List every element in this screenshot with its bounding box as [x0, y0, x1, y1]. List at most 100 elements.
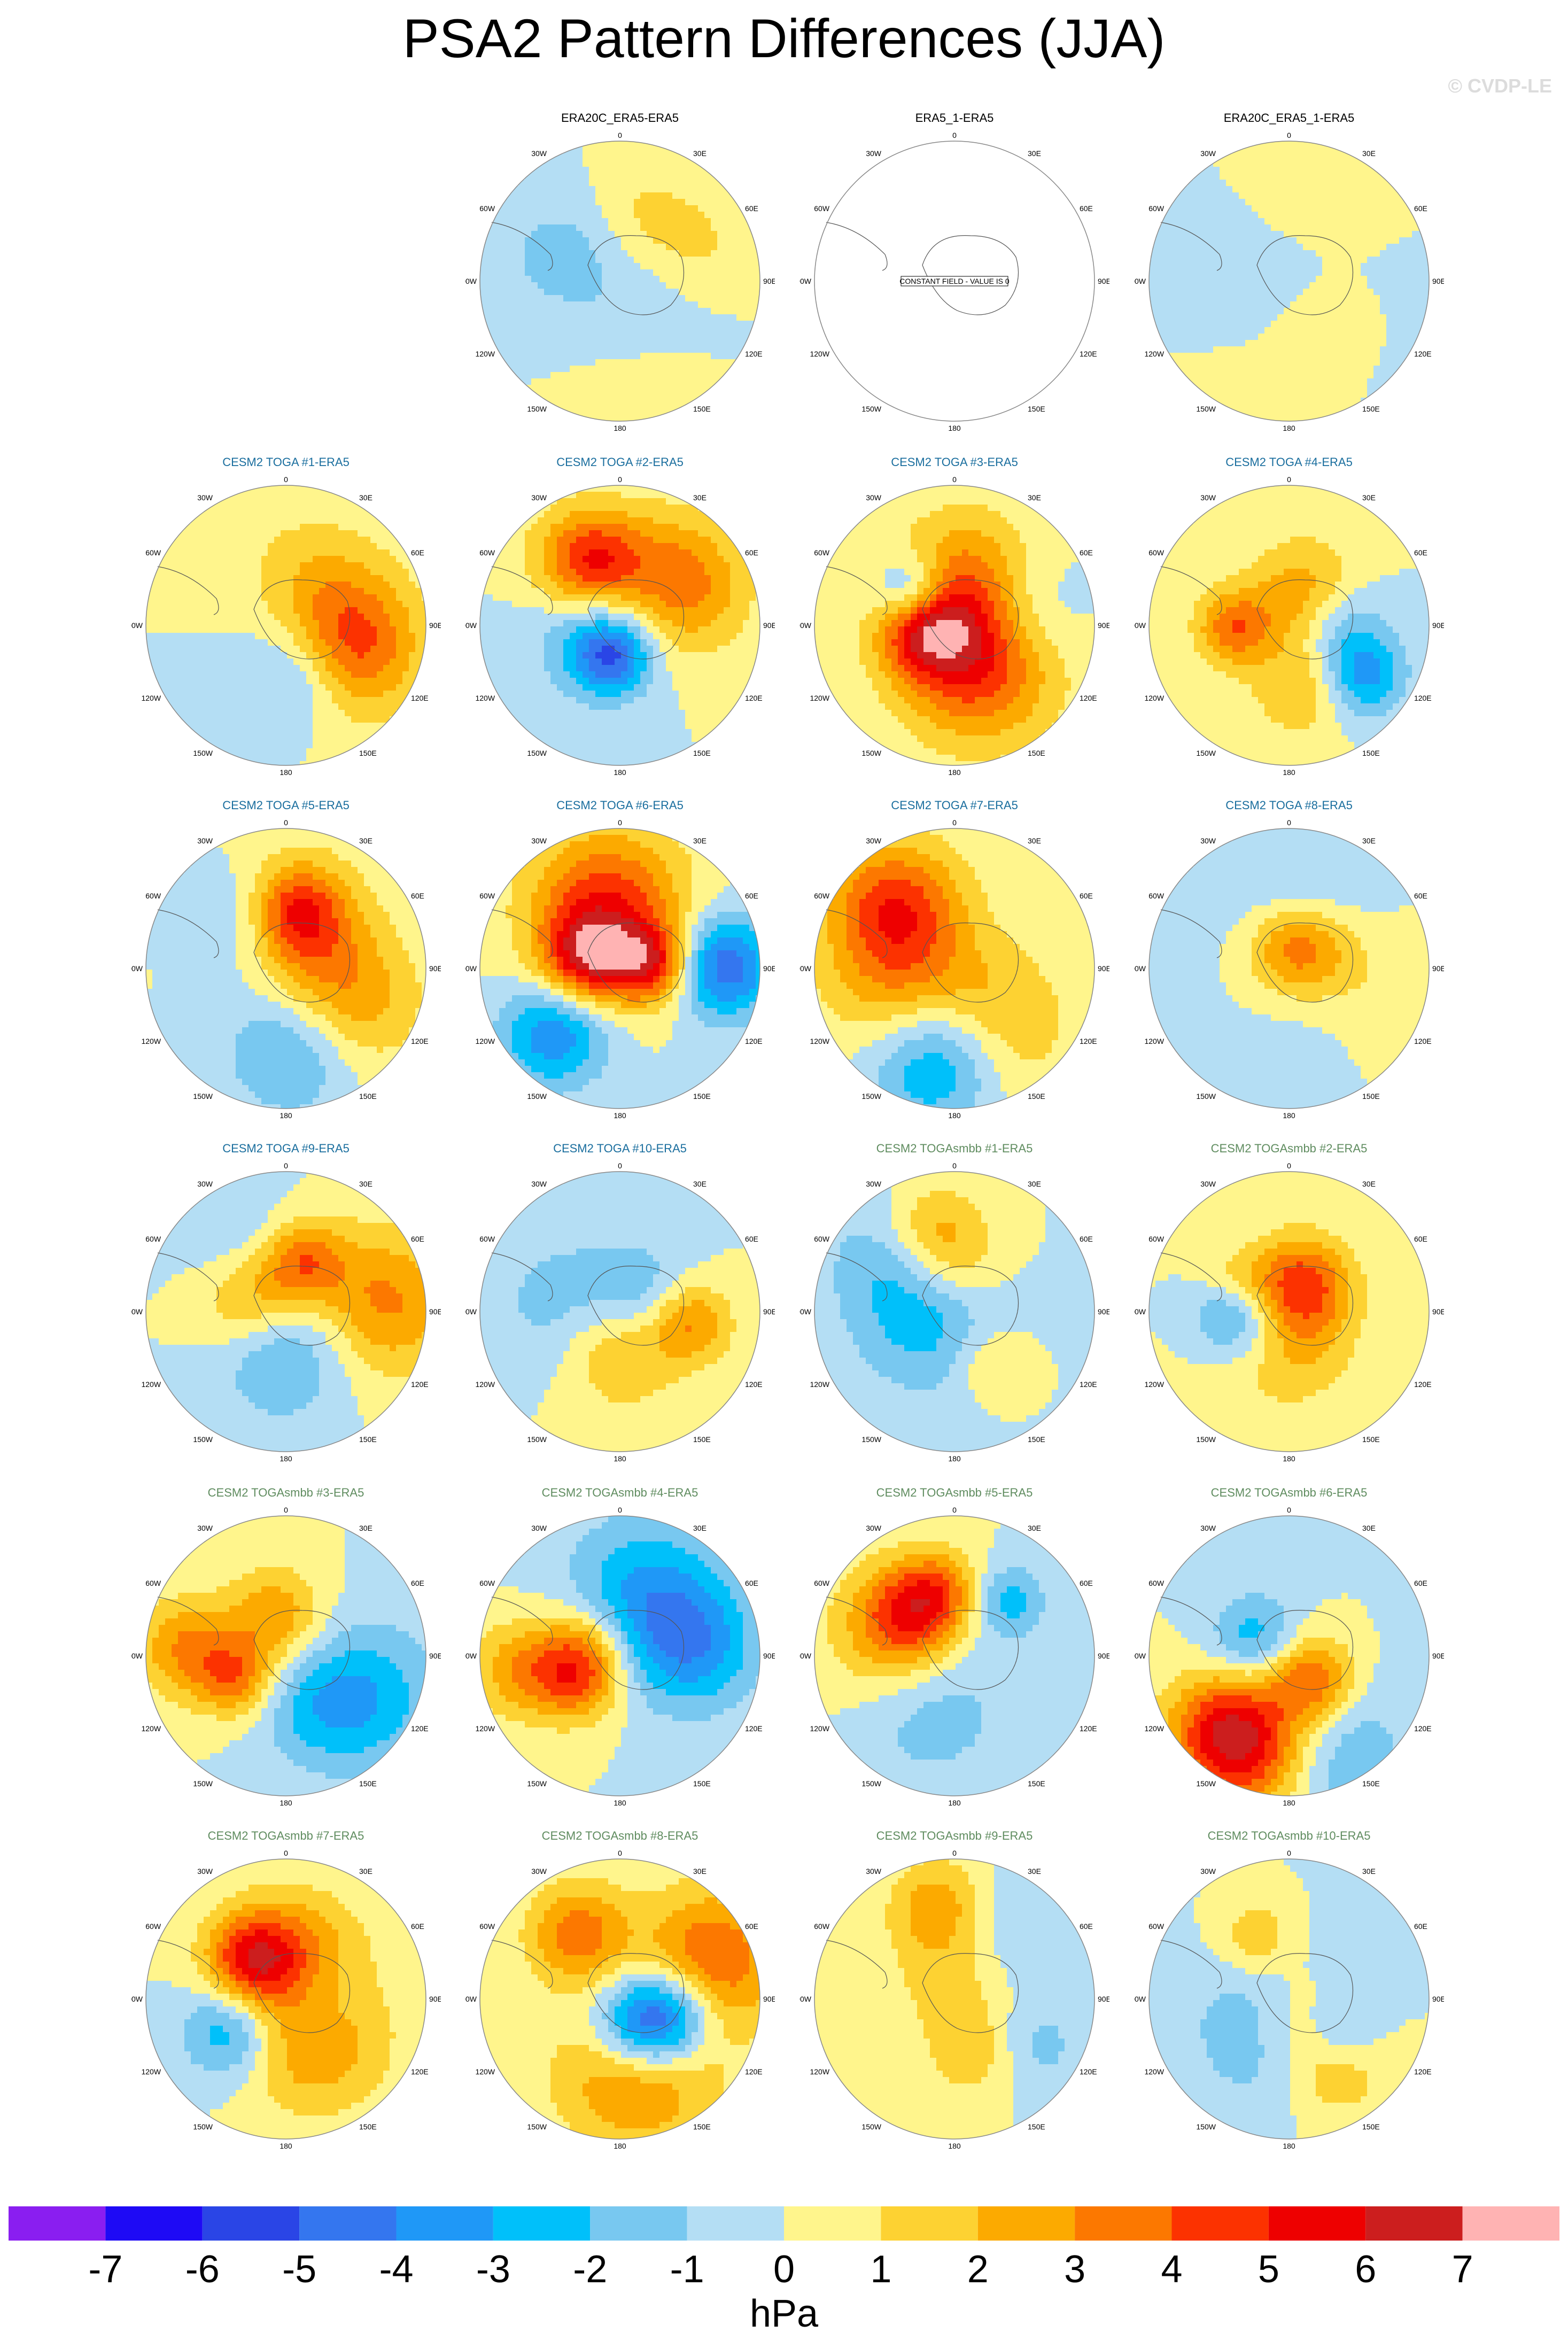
- south-america-outline: [157, 1940, 219, 1989]
- lon-label: 120E: [1414, 2067, 1432, 2076]
- lon-label: 60W: [145, 1235, 161, 1243]
- map-panel: CESM2 TOGA #4-ERA5 0 180 30W 30E 60W 60E 90W 90E…: [1134, 455, 1444, 787]
- colorbar-swatch: [299, 2206, 397, 2241]
- lon-label: 60E: [411, 548, 424, 557]
- lon-label-bottom: 180: [948, 1111, 961, 1120]
- lon-label: 60E: [1414, 892, 1427, 900]
- map-boundary: [479, 1515, 760, 1796]
- field-shading: [480, 1516, 760, 1796]
- lon-label: 150W: [861, 749, 881, 757]
- map-boundary: [479, 1858, 760, 2140]
- lon-label: 150E: [1362, 1779, 1380, 1788]
- south-america-outline: [157, 1252, 219, 1301]
- polar-map: 0 180 30W 30E 60W 60E 90W 90E 120W 120E 150W 150E: [1134, 475, 1444, 777]
- lon-label: 150W: [527, 749, 547, 757]
- lon-label: 90W: [131, 621, 143, 630]
- map-boundary: [145, 1171, 426, 1452]
- lon-label: 60E: [1080, 892, 1093, 900]
- lon-label: 90W: [465, 964, 477, 973]
- lon-label: 90E: [1098, 1995, 1109, 2003]
- field-shading: [814, 1516, 1095, 1796]
- map-panel: CESM2 TOGA #7-ERA5 0 180 30W 30E 60W 60E 90W 90E…: [799, 799, 1109, 1130]
- lon-label: 60W: [145, 1579, 161, 1587]
- lon-label: 90E: [1098, 964, 1109, 973]
- lon-label-top: 0: [284, 1849, 288, 1857]
- map-panel: ERA5_1-ERA5 CONSTANT FIELD - VALUE IS 0 0 1…: [799, 111, 1109, 443]
- lon-label-top: 0: [618, 818, 622, 827]
- constant-field-box: [901, 276, 1008, 286]
- panel-title: CESM2 TOGA #4-ERA5: [1134, 455, 1444, 469]
- lon-label-top: 0: [952, 1849, 957, 1857]
- lon-label: 150E: [693, 1092, 711, 1101]
- lon-label: 150E: [1362, 1435, 1380, 1444]
- polar-map: 0 180 30W 30E 60W 60E 90W 90E 120W 120E 150W 150E: [465, 818, 775, 1120]
- lon-label-bottom: 180: [1283, 424, 1295, 432]
- map-boundary: [1148, 1515, 1430, 1796]
- antarctica-outline: [587, 579, 685, 660]
- lon-label: 150W: [1196, 1092, 1216, 1101]
- lon-label: 150E: [693, 405, 711, 413]
- colorbar-swatch: [105, 2206, 203, 2241]
- colorbar-swatch: [1171, 2206, 1269, 2241]
- field-shading: [146, 1859, 426, 2139]
- panel-title: ERA5_1-ERA5: [799, 111, 1109, 125]
- lon-label: 60E: [411, 1579, 424, 1587]
- lon-label: 30W: [1200, 149, 1216, 158]
- lon-label: 60E: [411, 1922, 424, 1931]
- colorbar-tick-label: -3: [476, 2248, 510, 2291]
- lon-label: 150W: [861, 1435, 881, 1444]
- lon-label-top: 0: [618, 475, 622, 484]
- field-shading: [1149, 485, 1429, 765]
- lon-label: 90W: [465, 621, 477, 630]
- map-boundary: [145, 828, 426, 1109]
- lon-label: 120W: [1144, 1380, 1164, 1389]
- lon-label: 150W: [861, 2122, 881, 2131]
- lon-label: 30E: [1362, 1867, 1376, 1876]
- lon-label: 90E: [429, 964, 441, 973]
- credit-label: © CVDP-LE: [1448, 75, 1552, 97]
- lon-label: 90E: [1432, 1652, 1444, 1660]
- map-boundary: [1148, 828, 1430, 1109]
- south-america-outline: [491, 222, 553, 271]
- lon-label: 60W: [814, 1579, 830, 1587]
- lon-label: 60E: [1080, 548, 1093, 557]
- lon-label: 30W: [866, 1867, 882, 1876]
- lon-label: 60W: [1148, 892, 1165, 900]
- map-boundary: [479, 828, 760, 1109]
- field-shading: [814, 1172, 1095, 1452]
- lon-label: 120E: [745, 694, 763, 702]
- lon-label: 150W: [1196, 2122, 1216, 2131]
- lon-label: 120E: [1080, 1724, 1097, 1733]
- lon-label: 60E: [1414, 548, 1427, 557]
- lon-label: 150E: [1028, 749, 1045, 757]
- field-shading: [814, 485, 1095, 765]
- lon-label-bottom: 180: [280, 768, 292, 777]
- lon-label: 30W: [866, 149, 882, 158]
- polar-map: 0 180 30W 30E 60W 60E 90W 90E 120W 120E 150W 150E: [799, 1849, 1109, 2150]
- lon-label: 30E: [693, 836, 707, 845]
- lon-label: 60W: [814, 1235, 830, 1243]
- south-america-outline: [826, 909, 888, 958]
- lon-label: 120E: [1080, 2067, 1097, 2076]
- lon-label: 90W: [465, 1307, 477, 1316]
- antarctica-outline: [587, 1953, 685, 2033]
- lon-label: 60W: [145, 892, 161, 900]
- lon-label: 30W: [531, 149, 547, 158]
- lon-label: 150E: [693, 1779, 711, 1788]
- lon-label: 90W: [1134, 277, 1146, 285]
- lon-label: 120E: [1414, 1380, 1432, 1389]
- lon-label: 30W: [531, 1180, 547, 1188]
- south-america-outline: [491, 1252, 553, 1301]
- map-boundary: [145, 485, 426, 766]
- lon-label-bottom: 180: [614, 1111, 626, 1120]
- antarctica-outline: [1256, 923, 1354, 1003]
- panel-title: CESM2 TOGAsmbb #2-ERA5: [1134, 1142, 1444, 1156]
- colorbar-tick-label: -5: [282, 2248, 316, 2291]
- colorbar-tick-label: 5: [1258, 2248, 1279, 2291]
- colorbar-swatch: [9, 2206, 106, 2241]
- constant-field-label: CONSTANT FIELD - VALUE IS 0: [899, 277, 1010, 285]
- map-boundary: [814, 485, 1095, 766]
- lon-label-top: 0: [618, 1849, 622, 1857]
- lon-label: 30E: [693, 1867, 707, 1876]
